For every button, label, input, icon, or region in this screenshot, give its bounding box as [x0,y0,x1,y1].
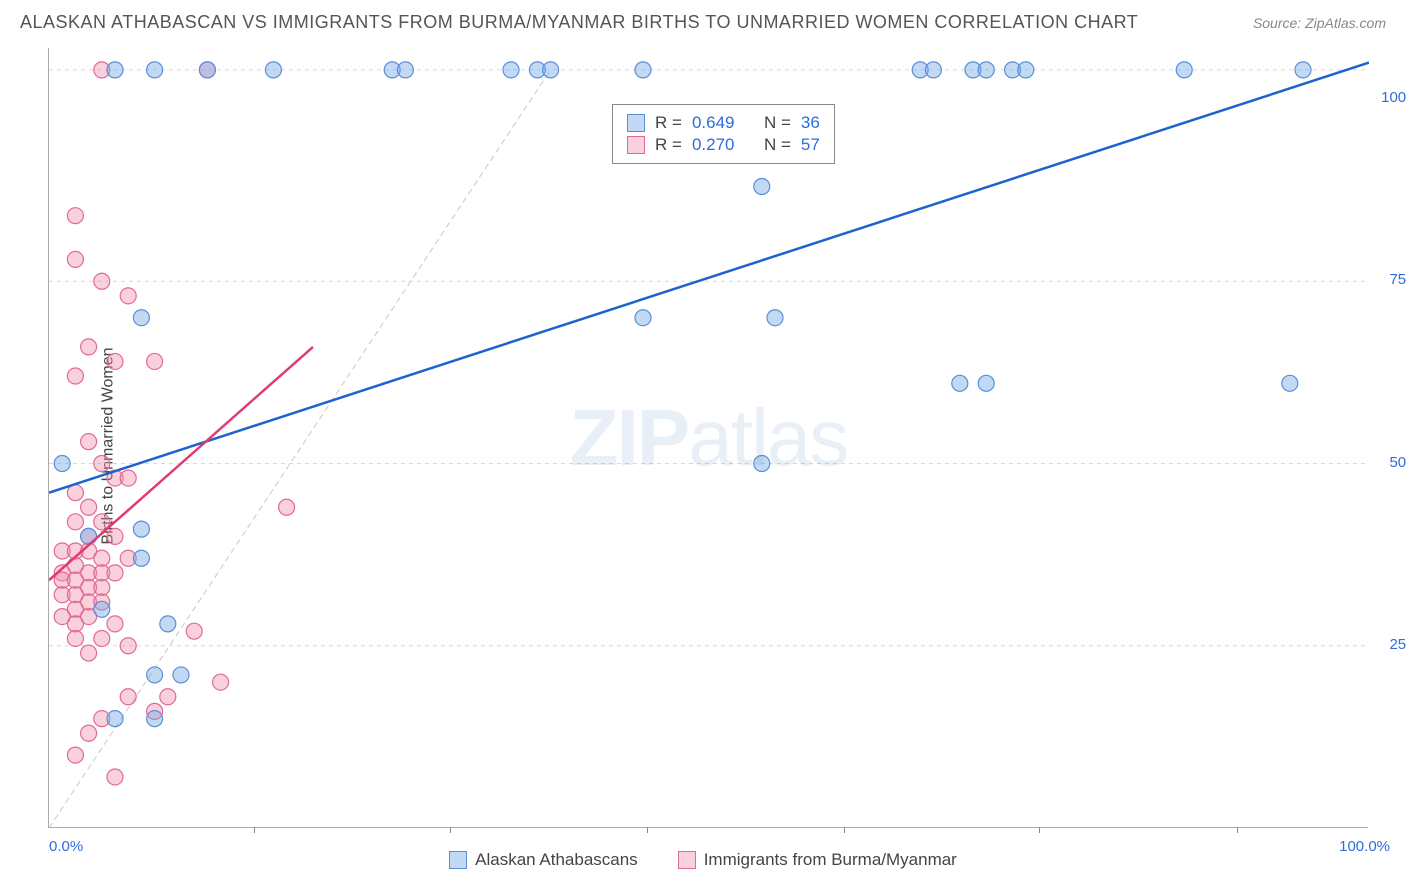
legend-swatch [627,136,645,154]
stats-row: R =0.649 N =36 [627,113,820,133]
stats-row: R =0.270 N =57 [627,135,820,155]
y-tick-label: 25.0% [1389,636,1406,653]
legend-label: Alaskan Athabascans [475,850,638,870]
y-tick-label: 75.0% [1389,271,1406,288]
legend-swatch [449,851,467,869]
x-tick [844,827,845,833]
x-tick [450,827,451,833]
x-tick [1237,827,1238,833]
x-tick [1039,827,1040,833]
plot-svg [49,48,1369,828]
legend-label: Immigrants from Burma/Myanmar [704,850,957,870]
x-tick [647,827,648,833]
legend-item: Alaskan Athabascans [449,850,638,870]
legend-swatch [678,851,696,869]
x-tick [254,827,255,833]
y-tick-label: 100.0% [1381,89,1406,106]
stats-box: R =0.649 N =36R =0.270 N =57 [612,104,835,164]
legend-swatch [627,114,645,132]
chart-title: ALASKAN ATHABASCAN VS IMMIGRANTS FROM BU… [20,12,1138,33]
scatter-plot: ZIPatlas R =0.649 N =36R =0.270 N =57 25… [48,48,1368,828]
y-tick-label: 50.0% [1389,454,1406,471]
legend-item: Immigrants from Burma/Myanmar [678,850,957,870]
source-label: Source: ZipAtlas.com [1253,15,1386,31]
bottom-legend: Alaskan Athabascans Immigrants from Burma… [0,850,1406,870]
